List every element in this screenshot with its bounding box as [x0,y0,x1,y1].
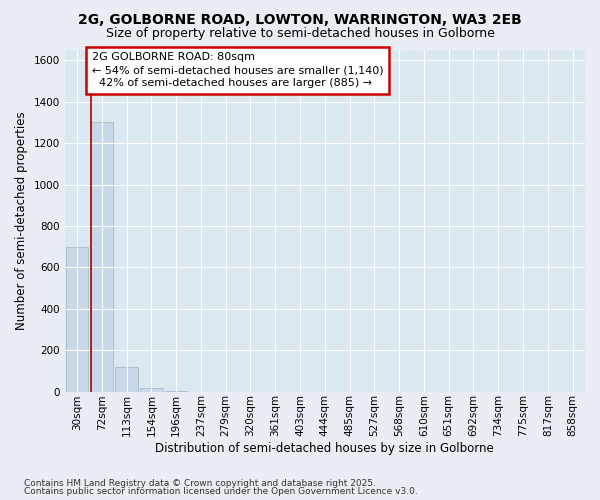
Text: 2G, GOLBORNE ROAD, LOWTON, WARRINGTON, WA3 2EB: 2G, GOLBORNE ROAD, LOWTON, WARRINGTON, W… [78,12,522,26]
Text: 2G GOLBORNE ROAD: 80sqm
← 54% of semi-detached houses are smaller (1,140)
  42% : 2G GOLBORNE ROAD: 80sqm ← 54% of semi-de… [92,52,383,88]
Bar [115,366,138,392]
Bar [66,246,88,392]
Text: Contains HM Land Registry data © Crown copyright and database right 2025.: Contains HM Land Registry data © Crown c… [24,478,376,488]
Y-axis label: Number of semi-detached properties: Number of semi-detached properties [15,112,28,330]
X-axis label: Distribution of semi-detached houses by size in Golborne: Distribution of semi-detached houses by … [155,442,494,455]
Text: Size of property relative to semi-detached houses in Golborne: Size of property relative to semi-detach… [106,28,494,40]
Bar [140,388,163,392]
Text: Contains public sector information licensed under the Open Government Licence v3: Contains public sector information licen… [24,487,418,496]
Bar [91,122,113,392]
